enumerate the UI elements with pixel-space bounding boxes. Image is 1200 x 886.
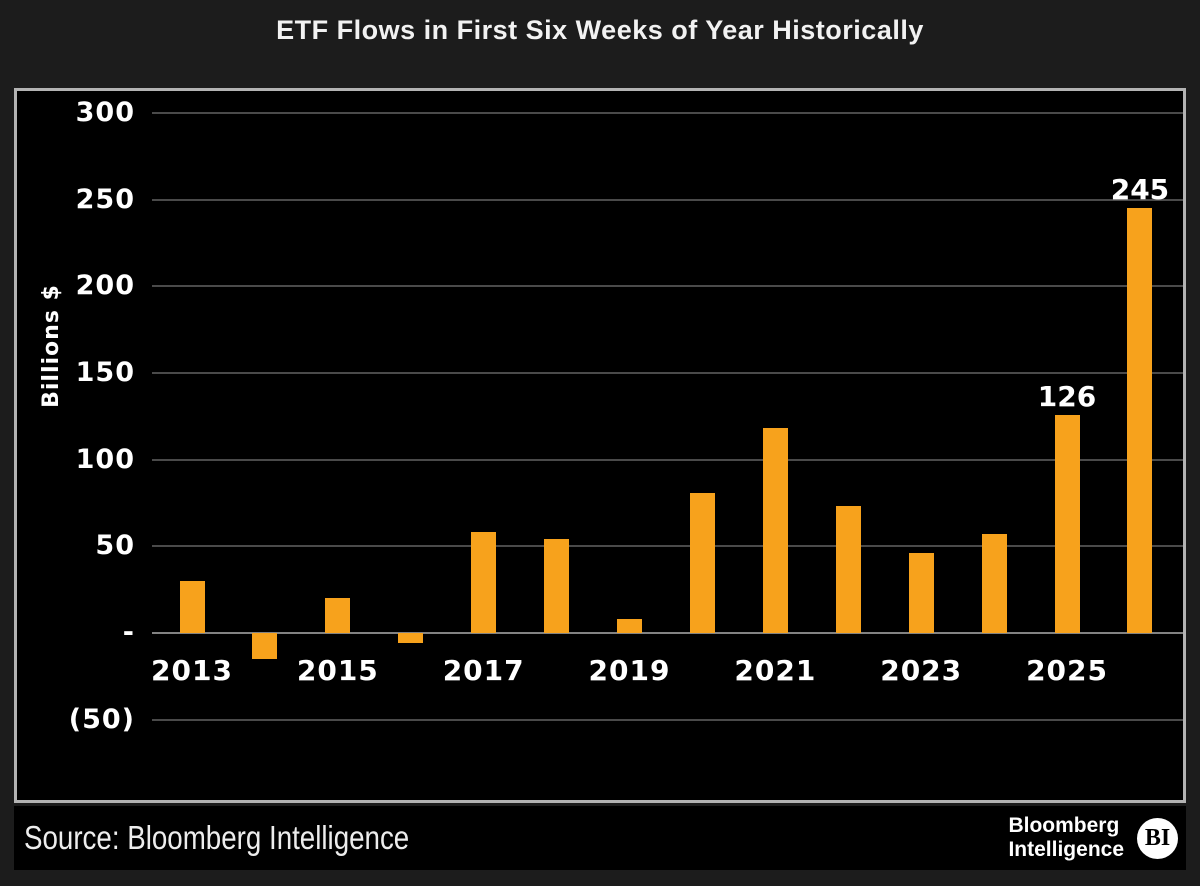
logo-text: Bloomberg Intelligence xyxy=(1008,814,1124,862)
bar-2015 xyxy=(325,598,351,633)
y-tick-label: 50 xyxy=(95,530,135,562)
bar-2024 xyxy=(981,534,1007,633)
bar-2022 xyxy=(835,506,861,633)
x-tick-label-2015: 2015 xyxy=(296,654,379,687)
footer-bar: Source: Bloomberg Intelligence Bloomberg… xyxy=(14,806,1186,870)
y-tick-label: 250 xyxy=(75,183,135,215)
value-label-2026: 245 xyxy=(1110,173,1170,207)
chart-panel: Billions $ 300 250 200 150 100 50- (50) 2013 201… xyxy=(14,88,1186,803)
x-tick-label-2019: 2019 xyxy=(588,654,671,687)
bloomberg-intelligence-logo: Bloomberg Intelligence BI xyxy=(1008,814,1178,862)
value-label-2025: 126 xyxy=(1037,379,1097,413)
gridline xyxy=(152,285,1183,288)
bar-2019 xyxy=(617,619,643,633)
bar-2025 xyxy=(1054,414,1080,633)
x-tick-label-2013: 2013 xyxy=(151,654,233,687)
bar-2020 xyxy=(689,492,715,633)
bi-badge-icon: BI xyxy=(1137,817,1178,859)
bar-2013 xyxy=(179,580,205,633)
gridline xyxy=(152,371,1183,374)
y-tick-label: (50) xyxy=(68,703,135,735)
x-tick-label-2023: 2023 xyxy=(880,654,963,687)
y-tick-label: - xyxy=(122,617,135,648)
gridline xyxy=(152,198,1183,201)
bar-2026 xyxy=(1127,208,1153,633)
bar-2016 xyxy=(398,633,424,644)
y-tick-label: 300 xyxy=(75,96,135,128)
gridline xyxy=(152,458,1183,461)
bar-2018 xyxy=(544,539,570,633)
y-tick-label: 100 xyxy=(75,443,135,475)
gridline xyxy=(152,545,1183,548)
logo-line1: Bloomberg xyxy=(1008,814,1120,838)
bar-2017 xyxy=(471,532,497,633)
bar-2014 xyxy=(252,633,278,659)
bar-2023 xyxy=(908,553,934,633)
source-attribution: Source: Bloomberg Intelligence xyxy=(24,819,410,856)
y-tick-label: 150 xyxy=(75,356,135,388)
bar-2021 xyxy=(762,428,788,633)
x-tick-label-2025: 2025 xyxy=(1026,654,1108,687)
plot-area: Billions $ 300 250 200 150 100 50- (50) 2013 201… xyxy=(17,91,1183,800)
x-tick-label-2017: 2017 xyxy=(442,654,525,687)
logo-line2: Intelligence xyxy=(1008,838,1124,861)
gridline xyxy=(152,111,1183,114)
y-tick-label: 200 xyxy=(75,270,135,302)
chart-title: ETF Flows in First Six Weeks of Year His… xyxy=(276,15,924,45)
zero-axis-line xyxy=(152,632,1183,634)
gridline xyxy=(152,718,1183,721)
x-tick-label-2021: 2021 xyxy=(734,654,817,687)
